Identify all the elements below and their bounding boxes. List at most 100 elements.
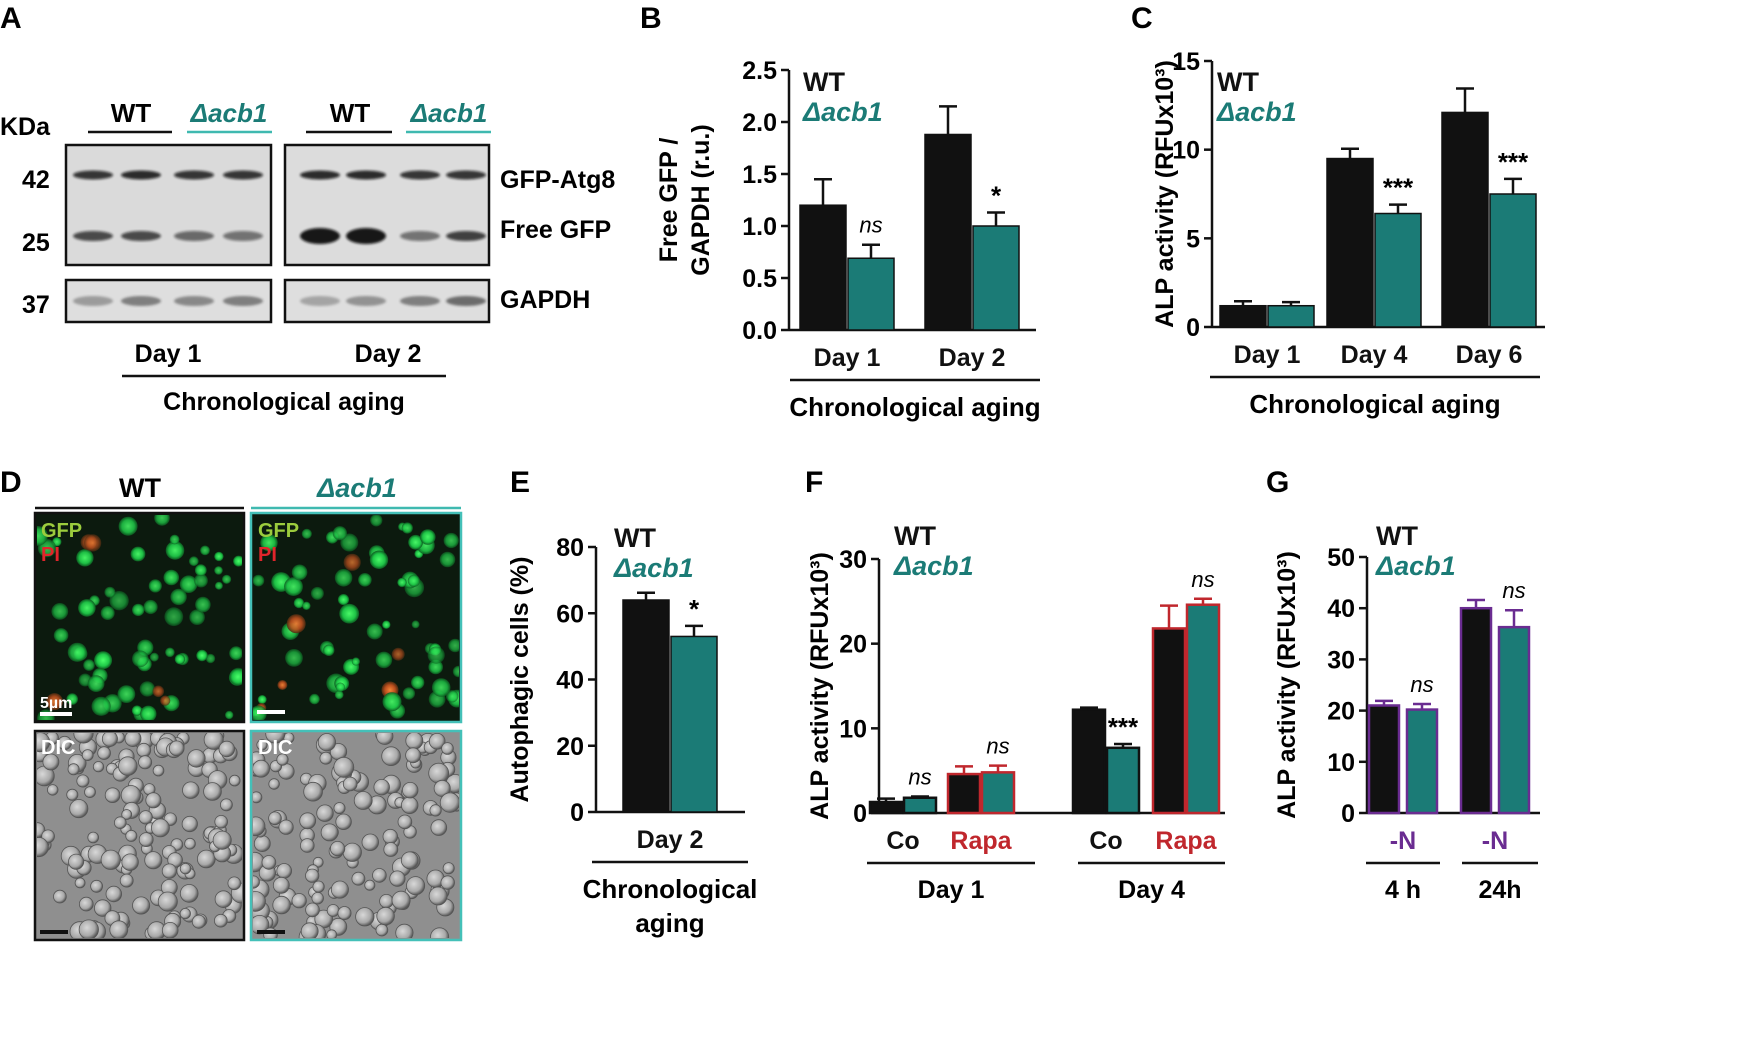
cell: [395, 923, 414, 938]
cell: [397, 577, 407, 588]
cell: [47, 784, 59, 796]
band-gfp-atg8: [446, 170, 486, 180]
bar-wt: [1459, 606, 1493, 815]
cell: [339, 603, 360, 624]
annotation-ns: ns: [986, 734, 1009, 759]
cell: [53, 628, 69, 643]
cell: [157, 891, 178, 912]
cell: [76, 774, 90, 788]
cell: [164, 607, 184, 627]
band-gapdh: [300, 296, 340, 306]
cell: [218, 740, 236, 758]
y-tick-label: 1.5: [742, 161, 777, 189]
bar-acb1: [1405, 708, 1439, 815]
cell: [301, 528, 312, 539]
micro-cells: [37, 515, 459, 938]
y-tick-label: 1.0: [742, 213, 777, 241]
legend-wt: WT: [1217, 67, 1259, 97]
cell: [389, 870, 406, 887]
micro-title-wt: WT: [119, 473, 161, 503]
legend-wt: WT: [1376, 521, 1418, 551]
cell: [381, 746, 401, 766]
x-tick-label: -N: [1482, 827, 1508, 855]
cell: [276, 863, 293, 879]
cell: [179, 575, 198, 593]
micro-wt-fluor: [33, 511, 246, 724]
group-label-wt-2: WT: [330, 98, 371, 128]
y-tick-label: 15: [1172, 48, 1200, 76]
cell: [57, 735, 72, 751]
cell: [372, 868, 387, 883]
cell: [375, 651, 393, 669]
group-label-acb1-2: Δacb1: [410, 98, 488, 128]
cell: [130, 546, 146, 562]
x-tick-label: Day 4: [1341, 341, 1408, 369]
cell: [330, 880, 349, 899]
cell: [302, 601, 311, 610]
cell: [139, 681, 155, 697]
group-label: 4 h: [1385, 876, 1421, 904]
y-tick-label: 80: [556, 534, 584, 562]
cell: [203, 782, 222, 801]
cell: [411, 675, 425, 690]
cell: [379, 894, 394, 909]
x-tick-label: Rapa: [1155, 827, 1217, 855]
band-gfp-atg8: [400, 170, 440, 180]
legend-acb1: Δacb1: [613, 553, 694, 583]
cell: [353, 791, 373, 810]
cell: [188, 556, 199, 567]
bar-acb1: [1267, 304, 1315, 328]
cell: [84, 786, 96, 798]
cell: [165, 541, 185, 560]
cell: [152, 764, 165, 777]
cell: [333, 802, 346, 815]
cell: [179, 884, 199, 903]
cell: [333, 756, 355, 778]
cell: [452, 665, 459, 678]
band-free-gfp: [73, 231, 113, 241]
x-tick-label: Co: [886, 827, 919, 855]
cell: [114, 816, 127, 829]
cell: [319, 751, 333, 765]
bar-acb1: [670, 635, 718, 813]
cell: [76, 549, 94, 567]
band-free-gfp: [446, 231, 486, 241]
cell: [189, 609, 205, 625]
micro-title-acb1: Δacb1: [316, 473, 397, 503]
cell: [326, 929, 338, 938]
panel-letter-a: A: [0, 2, 22, 35]
cell: [83, 659, 95, 671]
x-tick-label: Day 6: [1456, 341, 1523, 369]
cell: [342, 842, 362, 862]
dic-label-wt: DIC: [41, 737, 75, 759]
cell: [375, 923, 389, 937]
cell: [316, 804, 334, 822]
cell: [442, 862, 455, 875]
cell: [312, 880, 325, 893]
cell-field: [253, 515, 459, 720]
bar-wt: [1071, 708, 1107, 815]
cell: [257, 695, 267, 704]
band-gapdh: [400, 296, 440, 306]
cell: [51, 603, 69, 620]
cell: [402, 687, 416, 700]
panel-letter-c: C: [1131, 2, 1153, 35]
cell: [427, 646, 445, 664]
band-gapdh: [174, 296, 214, 306]
cell: [182, 781, 200, 799]
cell: [118, 756, 138, 776]
cell: [272, 876, 290, 894]
annotation-ns: ns: [1191, 567, 1214, 592]
cell: [439, 792, 459, 813]
y-tick-label: 10: [839, 715, 867, 743]
legend-acb1: Δacb1: [893, 551, 974, 581]
annotation-ns: ns: [859, 213, 882, 238]
band-gfp-atg8: [174, 170, 214, 180]
cell: [67, 642, 87, 662]
cell: [428, 733, 446, 750]
cell: [431, 678, 451, 697]
blot-xlabel: Chronological aging: [163, 388, 405, 416]
y-tick-label: 0.0: [742, 317, 777, 345]
